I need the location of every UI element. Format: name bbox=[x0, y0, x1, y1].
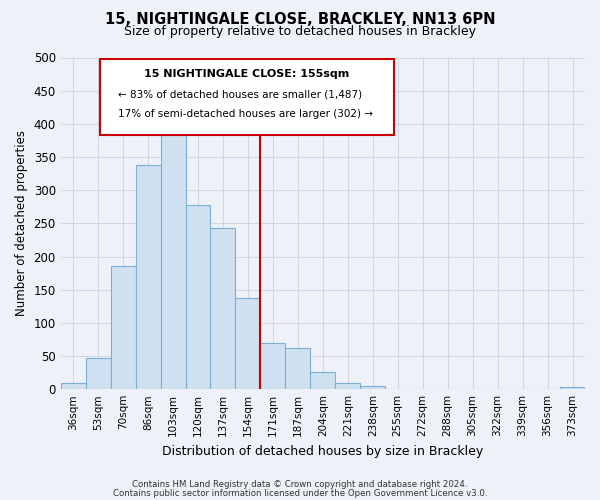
Text: 15, NIGHTINGALE CLOSE, BRACKLEY, NN13 6PN: 15, NIGHTINGALE CLOSE, BRACKLEY, NN13 6P… bbox=[105, 12, 495, 28]
Bar bbox=[310, 372, 335, 389]
Bar bbox=[286, 348, 310, 389]
Y-axis label: Number of detached properties: Number of detached properties bbox=[15, 130, 28, 316]
Bar bbox=[86, 358, 110, 389]
Text: Size of property relative to detached houses in Brackley: Size of property relative to detached ho… bbox=[124, 25, 476, 38]
Text: 17% of semi-detached houses are larger (302) →: 17% of semi-detached houses are larger (… bbox=[118, 109, 373, 119]
Bar bbox=[161, 125, 185, 389]
Bar bbox=[260, 342, 286, 389]
Bar bbox=[235, 298, 260, 389]
Text: 15 NIGHTINGALE CLOSE: 155sqm: 15 NIGHTINGALE CLOSE: 155sqm bbox=[144, 69, 349, 79]
Text: Contains HM Land Registry data © Crown copyright and database right 2024.: Contains HM Land Registry data © Crown c… bbox=[132, 480, 468, 489]
Bar bbox=[110, 266, 136, 389]
Bar bbox=[185, 205, 211, 389]
Bar bbox=[360, 386, 385, 389]
Bar bbox=[560, 387, 585, 389]
Bar bbox=[211, 228, 235, 389]
Bar bbox=[61, 382, 86, 389]
Bar bbox=[335, 382, 360, 389]
Text: Contains public sector information licensed under the Open Government Licence v3: Contains public sector information licen… bbox=[113, 489, 487, 498]
Bar bbox=[136, 165, 161, 389]
Text: ← 83% of detached houses are smaller (1,487): ← 83% of detached houses are smaller (1,… bbox=[118, 89, 362, 99]
FancyBboxPatch shape bbox=[100, 59, 394, 136]
X-axis label: Distribution of detached houses by size in Brackley: Distribution of detached houses by size … bbox=[162, 444, 484, 458]
